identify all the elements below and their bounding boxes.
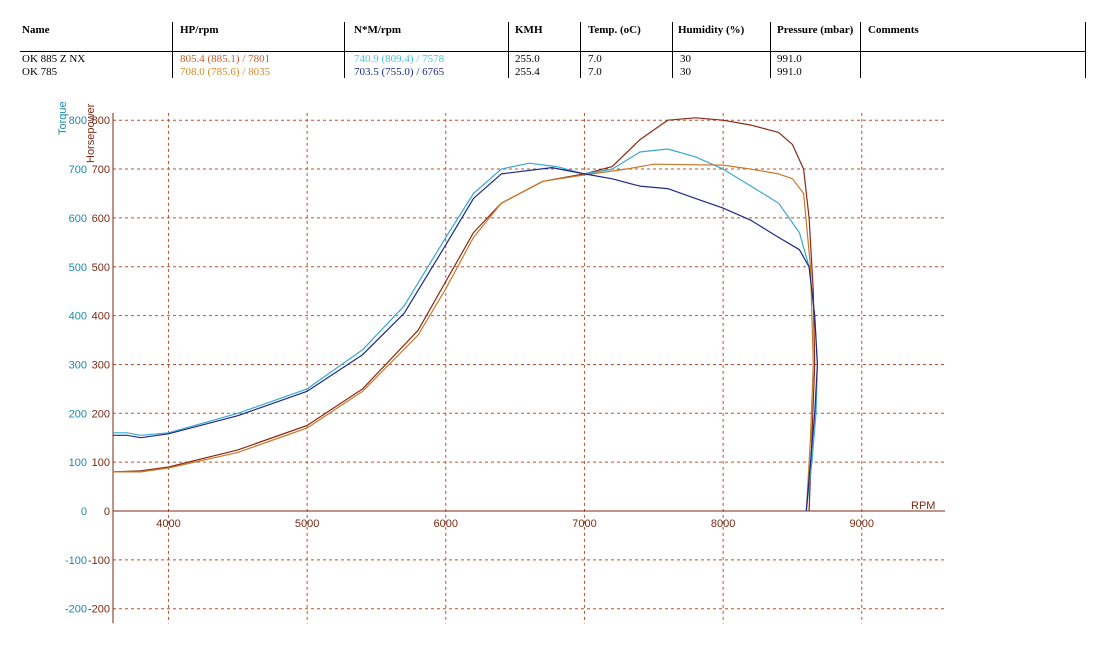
axes: -200 -200 -100 -100 0 0 100 100 200 200 300 300 400 4…: [65, 112, 945, 624]
y-axis-label-torque: Torque: [57, 101, 69, 135]
y-tick-label-torque: 100: [69, 457, 87, 469]
col-divider: [508, 22, 509, 78]
y-tick-label-hp: 200: [92, 408, 110, 420]
col-header-nm: N*M/rpm: [354, 24, 402, 36]
x-tick-label: 4000: [156, 518, 180, 530]
y-tick-label-torque: 600: [69, 213, 87, 225]
y-tick-label-torque: -200: [65, 604, 87, 616]
col-divider: [672, 22, 673, 78]
row1-nm: 740.9 (809.4) / 7578: [354, 53, 445, 65]
series-line-4: [113, 167, 818, 512]
row2-humidity: 30: [680, 66, 691, 78]
col-divider: [172, 22, 173, 78]
series-group: [112, 117, 818, 512]
row2-temp: 7.0: [588, 66, 602, 78]
row1-hp: 805.4 (885.1) / 7801: [180, 53, 271, 65]
y-tick-label-torque: 300: [69, 359, 87, 371]
col-header-kmh: KMH: [515, 24, 543, 36]
col-header-hp: HP/rpm: [180, 24, 219, 36]
x-tick-label: 8000: [711, 518, 735, 530]
row2-name: OK 785: [22, 66, 58, 78]
y-tick-label-hp: 500: [92, 262, 110, 274]
row2-hp: 708.0 (785.6) / 8035: [180, 66, 271, 78]
y-tick-label-hp: -200: [88, 604, 110, 616]
col-divider: [1085, 22, 1086, 78]
row2-pressure: 991.0: [777, 66, 802, 78]
grid: [113, 112, 945, 624]
y-tick-label-torque: 400: [69, 311, 87, 323]
y-tick-label-torque: 0: [81, 506, 87, 518]
x-tick-label: 6000: [434, 518, 458, 530]
y-tick-label-hp: 0: [104, 506, 110, 518]
y-tick-label-hp: 400: [92, 311, 110, 323]
x-tick-label: 7000: [572, 518, 596, 530]
y-tick-label-hp: -100: [88, 555, 110, 567]
y-tick-label-torque: 800: [69, 115, 87, 127]
y-tick-label-hp: 300: [92, 359, 110, 371]
y-axis-label-horsepower: Horsepower: [85, 103, 97, 163]
row2-kmh: 255.4: [515, 66, 540, 78]
col-divider: [580, 22, 581, 78]
y-tick-label-torque: -100: [65, 555, 87, 567]
col-header-temp: Temp. (oC): [588, 24, 641, 36]
y-tick-label-hp: 600: [92, 213, 110, 225]
header-divider: [20, 51, 1085, 52]
col-header-name: Name: [22, 24, 50, 36]
y-tick-label-hp: 800: [92, 115, 110, 127]
series-line-1: [112, 117, 816, 512]
x-tick-label: 9000: [850, 518, 874, 530]
row1-humidity: 30: [680, 53, 691, 65]
col-divider: [344, 22, 345, 78]
row1-temp: 7.0: [588, 53, 602, 65]
row1-pressure: 991.0: [777, 53, 802, 65]
row1-kmh: 255.0: [515, 53, 540, 65]
y-tick-label-torque: 700: [69, 164, 87, 176]
x-axis-label: RPM: [911, 500, 935, 512]
y-tick-label-torque: 500: [69, 262, 87, 274]
series-line-3: [113, 163, 814, 512]
x-tick-label: 5000: [295, 518, 319, 530]
col-header-humidity: Humidity (%): [678, 24, 745, 36]
col-divider: [860, 22, 861, 78]
row1-name: OK 885 Z NX: [22, 53, 86, 65]
y-tick-label-hp: 700: [92, 164, 110, 176]
y-tick-label-hp: 100: [92, 457, 110, 469]
results-table: Name HP/rpm N*M/rpm KMH Temp. (oC) Humid…: [0, 0, 1115, 80]
col-header-pressure: Pressure (mbar): [777, 24, 854, 36]
row2-nm: 703.5 (755.0) / 6765: [354, 66, 445, 78]
col-divider: [770, 22, 771, 78]
col-header-comments: Comments: [868, 24, 919, 36]
y-tick-label-torque: 200: [69, 408, 87, 420]
